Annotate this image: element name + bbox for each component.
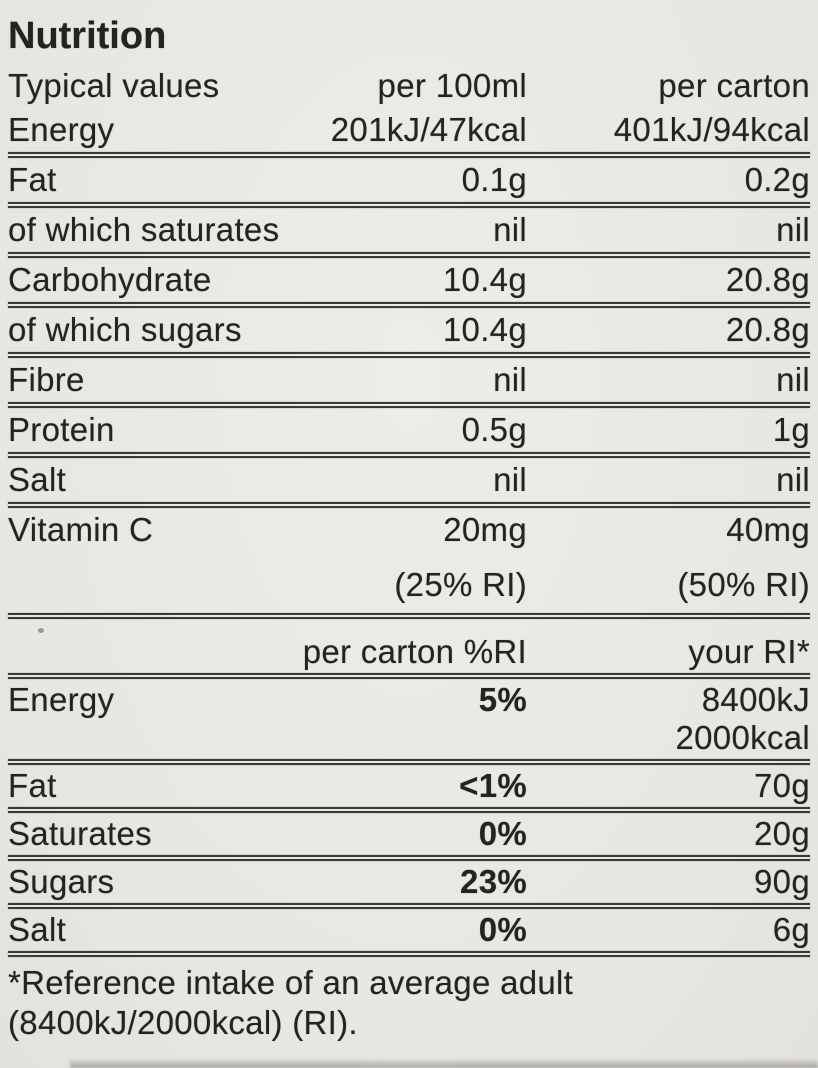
table-row-sugars: of which sugars 10.4g 20.8g	[8, 308, 810, 352]
table-row-energy: Energy 201kJ/47kcal 401kJ/94kcal	[8, 108, 810, 152]
column-header-your-ri: your RI*	[688, 633, 810, 670]
divider-line	[8, 252, 810, 258]
carton-edge-shadow	[70, 1058, 818, 1068]
table-header-row: Typical values per 100ml per carton	[8, 64, 810, 108]
column-header-per-100ml: per 100ml	[377, 67, 527, 104]
divider-line	[8, 855, 810, 861]
percent-ri-value: 5%	[478, 681, 527, 718]
your-ri-value: 90g	[754, 863, 810, 900]
nutrition-title: Nutrition	[8, 15, 167, 57]
ri-note-per-100ml: (25% RI)	[394, 566, 527, 603]
value-per-carton: 40mg	[726, 511, 810, 548]
divider-line	[8, 807, 810, 813]
value-per-carton: nil	[776, 461, 810, 498]
ri-row-salt: Salt 0% 6g	[8, 909, 810, 951]
section-divider-line	[8, 613, 810, 619]
percent-ri-value: 23%	[460, 863, 527, 900]
ri-row-sugars: Sugars 23% 90g	[8, 861, 810, 903]
value-per-100ml: nil	[493, 361, 527, 398]
row-label: Energy	[8, 111, 115, 148]
value-per-carton: nil	[776, 361, 810, 398]
value-per-carton: 0.2g	[744, 161, 810, 198]
value-per-100ml: 20mg	[443, 511, 527, 548]
your-ri-kj: 8400kJ	[701, 681, 810, 718]
divider-line	[8, 673, 810, 679]
value-per-100ml: 0.5g	[461, 411, 527, 448]
column-header-per-carton-percent-ri: per carton %RI	[302, 633, 527, 670]
table-row-fibre: Fibre nil nil	[8, 358, 810, 402]
row-label: Energy	[8, 681, 115, 718]
divider-line	[8, 951, 810, 957]
row-label: Carbohydrate	[8, 261, 212, 298]
value-per-100ml: nil	[493, 461, 527, 498]
row-label: of which sugars	[8, 311, 242, 348]
divider-line	[8, 302, 810, 308]
row-label: Salt	[8, 911, 67, 948]
value-per-carton: 20.8g	[725, 261, 810, 298]
your-ri-kcal: 2000kcal	[675, 719, 810, 756]
divider-line	[8, 402, 810, 408]
print-speck	[38, 628, 44, 633]
row-label: Salt	[8, 461, 67, 498]
value-per-carton: 20.8g	[725, 311, 810, 348]
row-label: Fat	[8, 767, 57, 804]
divider-line	[8, 759, 810, 765]
value-per-100ml: nil	[493, 211, 527, 248]
ri-row-energy: Energy 5% 8400kJ 2000kcal	[8, 679, 810, 759]
row-label: Fat	[8, 161, 57, 198]
reference-intake-section: per carton %RI your RI* Energy 5% 8400kJ…	[8, 619, 810, 957]
table-row-salt: Salt nil nil	[8, 458, 810, 502]
percent-ri-value: 0%	[478, 911, 527, 948]
divider-line	[8, 502, 810, 508]
ri-table-header-row: per carton %RI your RI*	[8, 619, 810, 673]
percent-ri-value: 0%	[478, 815, 527, 852]
your-ri-value: 8400kJ 2000kcal	[527, 681, 810, 757]
value-per-100ml: 10.4g	[442, 311, 527, 348]
your-ri-value: 20g	[754, 815, 810, 852]
table-row-saturates: of which saturates nil nil	[8, 208, 810, 252]
value-per-carton: nil	[776, 211, 810, 248]
value-per-100ml: 0.1g	[461, 161, 527, 198]
row-label: Protein	[8, 411, 115, 448]
table-row-protein: Protein 0.5g 1g	[8, 408, 810, 452]
your-ri-value: 6g	[772, 911, 810, 948]
divider-line	[8, 452, 810, 458]
value-per-100ml: 201kJ/47kcal	[330, 111, 527, 148]
row-label: Saturates	[8, 815, 152, 852]
divider-line	[8, 352, 810, 358]
ri-note-per-carton: (50% RI)	[677, 566, 810, 603]
ri-row-fat: Fat <1% 70g	[8, 765, 810, 807]
value-per-carton: 401kJ/94kcal	[613, 111, 810, 148]
your-ri-value: 70g	[754, 767, 810, 804]
row-label: Fibre	[8, 361, 85, 398]
row-label: Vitamin C	[8, 511, 154, 548]
ri-row-saturates: Saturates 0% 20g	[8, 813, 810, 855]
row-label: of which saturates	[8, 211, 280, 248]
percent-ri-value: <1%	[459, 767, 527, 804]
row-label: Sugars	[8, 863, 115, 900]
footnote-line-2: (8400kJ/2000kcal) (RI).	[8, 1004, 358, 1041]
divider-line	[8, 202, 810, 208]
table-row-vitamin-c: Vitamin C 20mg 40mg	[8, 508, 810, 552]
footnote-line-1: *Reference intake of an average adult	[8, 964, 574, 1001]
column-header-typical-values: Typical values	[8, 67, 220, 104]
table-row-fat: Fat 0.1g 0.2g	[8, 158, 810, 202]
reference-intake-footnote: *Reference intake of an average adult (8…	[8, 963, 810, 1043]
divider-line	[8, 903, 810, 909]
table-row-vitamin-c-ri-note: (25% RI) (50% RI)	[8, 552, 810, 607]
value-per-100ml: 10.4g	[442, 261, 527, 298]
divider-line	[8, 152, 810, 158]
table-row-carbohydrate: Carbohydrate 10.4g 20.8g	[8, 258, 810, 302]
value-per-carton: 1g	[772, 411, 810, 448]
column-header-per-carton: per carton	[658, 67, 810, 104]
